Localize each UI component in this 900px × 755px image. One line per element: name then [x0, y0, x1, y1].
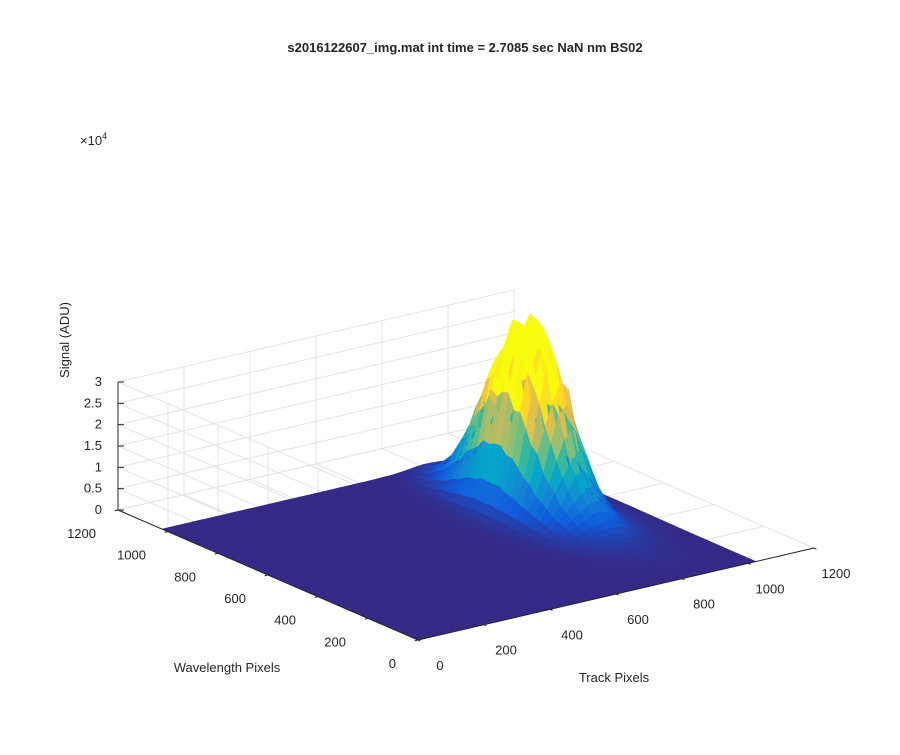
y-axis-label: Wavelength Pixels [174, 660, 281, 675]
z-tick-label: 2 [95, 417, 102, 432]
z-exponent-power: 4 [102, 131, 107, 141]
grid-line [117, 289, 515, 383]
z-axis-label: Signal (ADU) [57, 302, 72, 378]
y-tick [364, 617, 369, 620]
x-tick-label: 1200 [822, 566, 851, 581]
axis-layer: 0200400600800100012000200400600800100012… [67, 374, 850, 673]
z-exponent-base: ×10 [80, 133, 102, 148]
x-tick-label: 200 [495, 643, 517, 658]
x-tick-label: 600 [627, 612, 649, 627]
y-tick-label: 0 [389, 656, 396, 671]
x-tick [549, 608, 553, 611]
grid-line [117, 417, 515, 511]
z-tick-label: 0.5 [84, 481, 102, 496]
grid-line [117, 353, 515, 447]
y-tick [414, 639, 419, 642]
x-tick [813, 547, 817, 550]
y-tick-label: 200 [324, 634, 346, 649]
y-tick [214, 552, 219, 555]
y-tick [114, 509, 119, 512]
x-tick-label: 1000 [756, 581, 785, 596]
x-tick [615, 593, 619, 596]
y-tick [164, 531, 169, 533]
x-tick-label: 400 [561, 627, 583, 642]
x-tick [747, 562, 751, 565]
grid-line [117, 396, 515, 490]
y-tick-label: 1000 [117, 548, 146, 563]
x-tick-label: 0 [436, 658, 443, 673]
x-tick [483, 624, 487, 627]
grid-line [117, 332, 515, 426]
y-tick [314, 596, 319, 598]
y-tick-label: 400 [274, 613, 296, 628]
y-tick-label: 1200 [67, 526, 96, 541]
z-tick-label: 3 [95, 374, 102, 389]
grid-line [117, 310, 515, 404]
y-tick-label: 800 [174, 569, 196, 584]
x-tick [681, 578, 685, 581]
y-tick [264, 574, 269, 577]
grid-line [117, 374, 515, 468]
x-tick-label: 800 [693, 597, 715, 612]
chart-title: s2016122607_img.mat int time = 2.7085 se… [287, 40, 642, 55]
z-tick-label: 0 [95, 502, 102, 517]
z-tick-label: 1 [95, 459, 102, 474]
x-tick [417, 639, 421, 642]
surface-layer [161, 313, 757, 641]
x-axis-label: Track Pixels [579, 670, 650, 685]
z-tick-label: 1.5 [84, 438, 102, 453]
y-tick-label: 600 [224, 591, 246, 606]
z-tick-label: 2.5 [84, 395, 102, 410]
z-exponent-label: ×104 [80, 131, 107, 148]
